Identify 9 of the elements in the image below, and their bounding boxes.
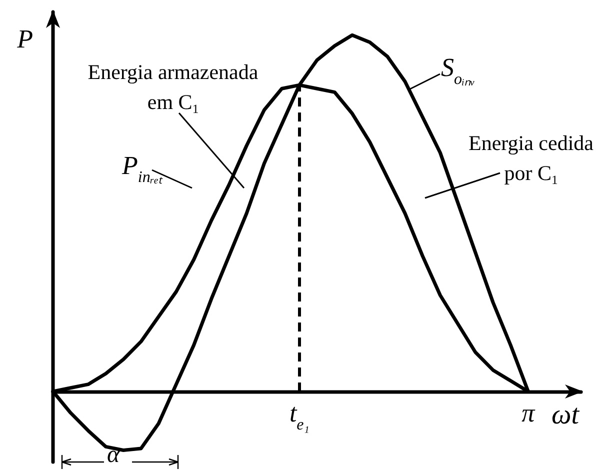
x-axis-title: ωt <box>551 399 580 430</box>
annotation: Energia armazenada em C$_{1}$ <box>86 59 260 118</box>
x-tick-label: t$_{e₁}$ <box>289 398 310 434</box>
annotation: α <box>107 442 120 468</box>
annotation: Energia cedida por C$_{1}$ <box>468 130 594 189</box>
y-axis-title: P <box>16 24 34 54</box>
text: P$_{inᵣₑₜ}$ <box>121 151 164 186</box>
legend-label: S$_{oᵢₙᵥ}$ <box>441 53 476 88</box>
x-tick-label: π <box>522 398 536 428</box>
